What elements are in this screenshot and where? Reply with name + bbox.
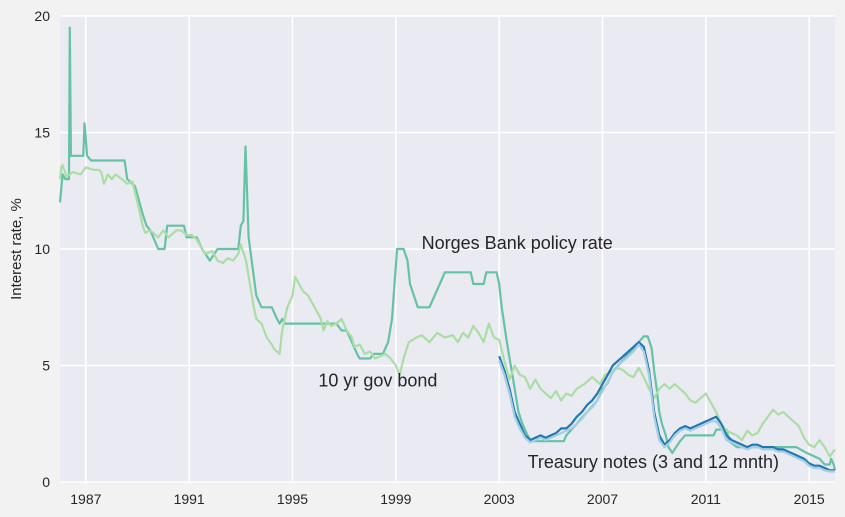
y-tick-label: 0 <box>42 474 50 490</box>
x-axis-ticks: 1987 1991 1995 1999 2003 2007 2011 2015 <box>70 491 825 507</box>
series-line-0 <box>58 26 837 471</box>
series-layer <box>58 26 837 473</box>
series-line-3 <box>498 343 835 473</box>
y-tick-label: 10 <box>34 241 50 257</box>
y-tick-label: 20 <box>34 8 50 24</box>
x-tick-label: 2011 <box>691 491 721 507</box>
y-tick-label: 5 <box>42 358 50 374</box>
x-tick-label: 1999 <box>380 491 411 507</box>
y-tick-label: 15 <box>34 125 50 141</box>
x-tick-label: 1991 <box>174 491 205 507</box>
x-tick-label: 1987 <box>70 491 101 507</box>
annotation-label: Treasury notes (3 and 12 mnth) <box>528 452 779 472</box>
x-tick-label: 2007 <box>587 491 618 507</box>
y-axis-title: Interest rate, % <box>8 198 25 300</box>
annotation-label: 10 yr gov bond <box>318 370 437 390</box>
series-line-1 <box>58 164 836 458</box>
series-line-2 <box>498 341 835 472</box>
x-tick-label: 2003 <box>484 491 515 507</box>
y-axis-ticks: 0 5 10 15 20 <box>34 8 50 490</box>
x-tick-label: 2015 <box>794 491 825 507</box>
x-tick-label: 1995 <box>277 491 308 507</box>
grid-lines <box>60 15 835 483</box>
annotations: Norges Bank policy rate 10 yr gov bond Tre… <box>318 233 779 472</box>
annotation-label: Norges Bank policy rate <box>422 233 613 253</box>
